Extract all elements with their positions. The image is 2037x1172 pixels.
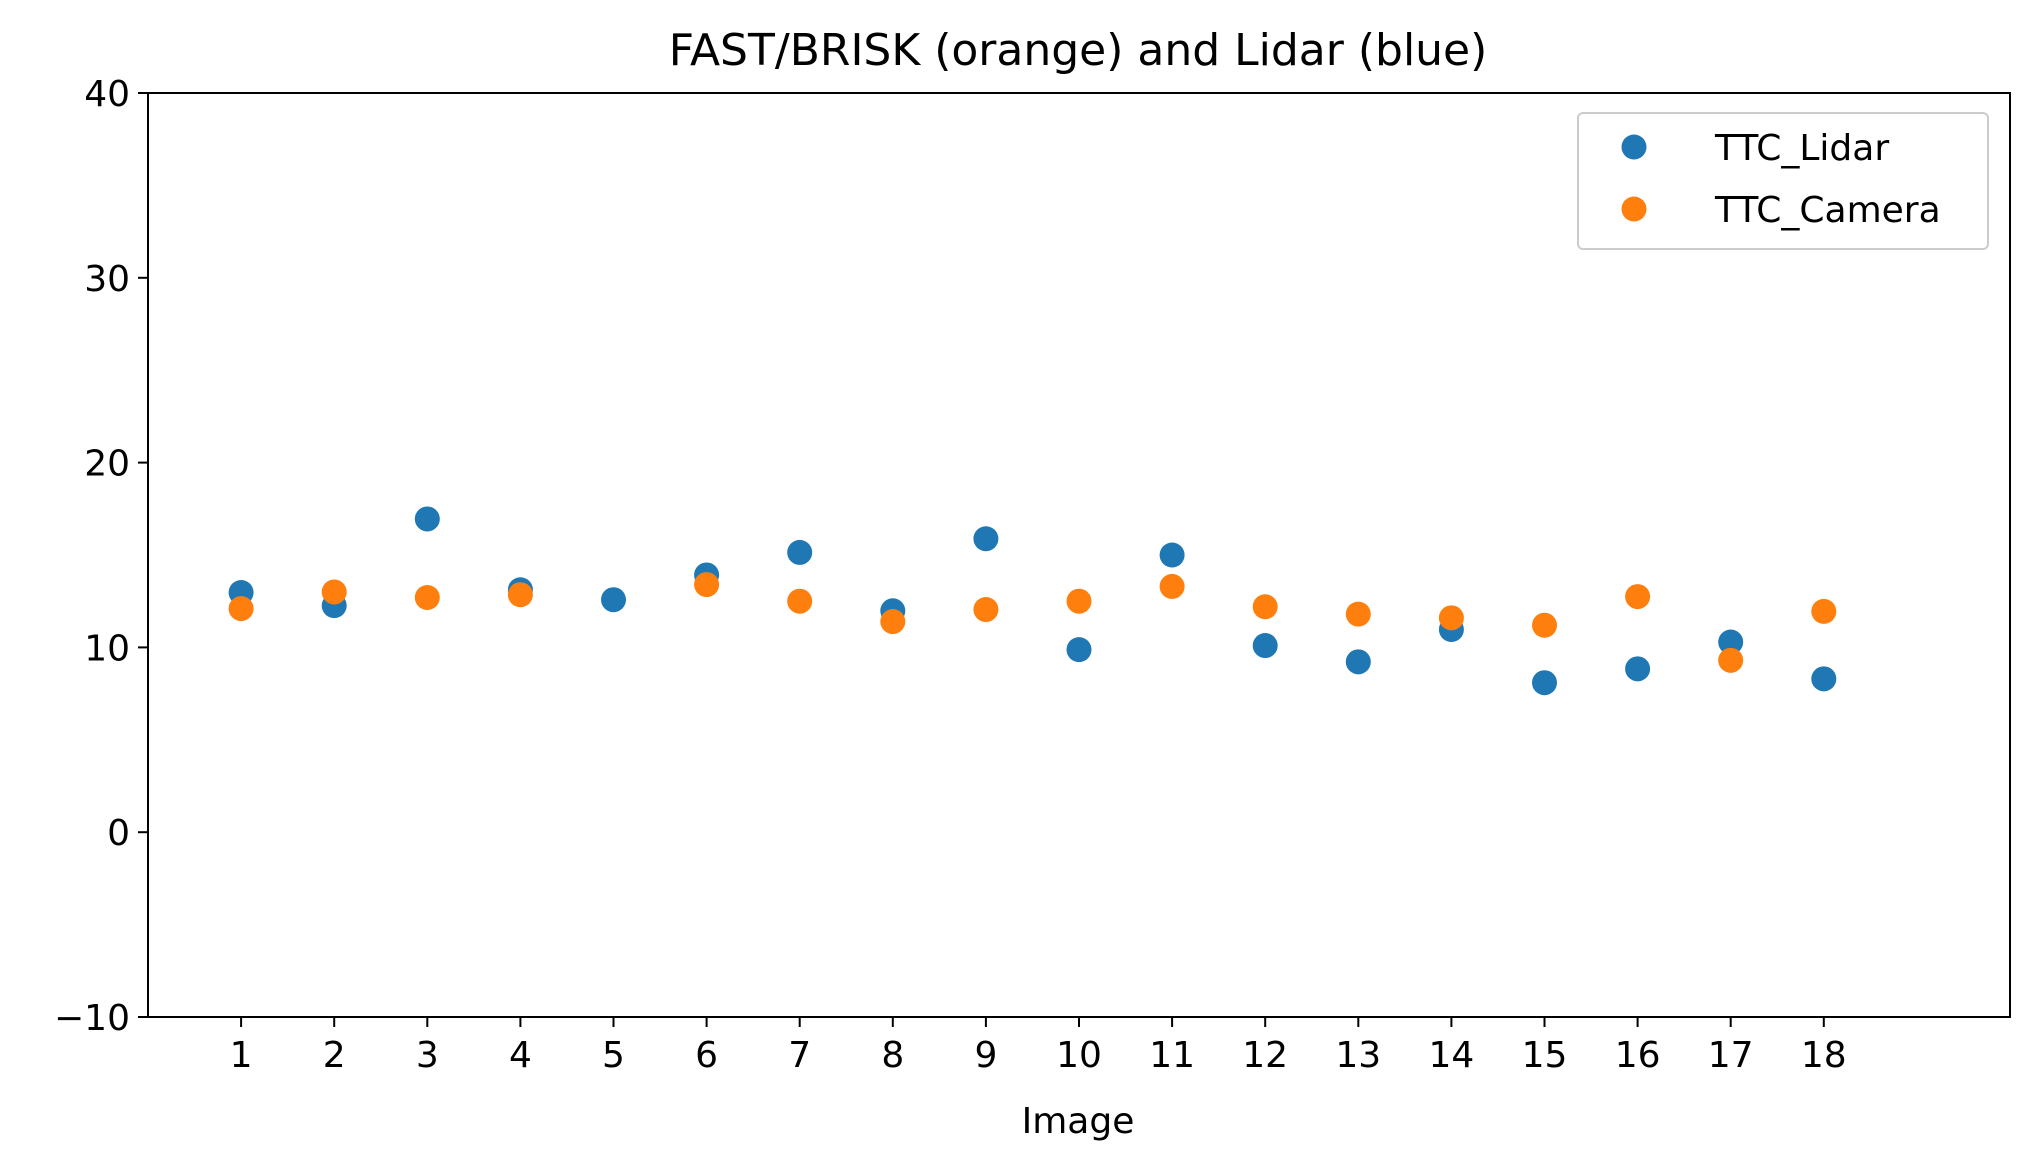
data-point [1811,598,1837,624]
data-point [973,526,999,552]
x-tick-label: 6 [695,1035,718,1076]
data-point [787,588,813,614]
data-point [414,506,440,532]
y-tick-label: −10 [54,998,130,1039]
legend-label: TTC_Camera [1714,190,1941,231]
chart-title: FAST/BRISK (orange) and Lidar (blue) [669,25,1488,76]
x-tick-label: 9 [974,1035,997,1076]
data-point [1532,612,1557,638]
data-point [1345,649,1371,675]
data-points [228,506,1837,696]
x-tick-label: 8 [881,1035,904,1076]
data-point [1532,670,1557,696]
data-point [1066,637,1092,663]
legend-label: TTC_Lidar [1714,128,1889,169]
y-tick-label: 30 [84,259,130,300]
x-tick-label: 7 [788,1035,811,1076]
data-point [1252,633,1278,659]
data-point [1066,588,1092,614]
x-tick-label: 18 [1801,1035,1847,1076]
legend-marker [1621,134,1647,160]
legend: TTC_Lidar TTC_Camera [1577,112,1989,250]
data-point [1625,584,1651,610]
x-axis-label: Image [1022,1101,1135,1142]
y-axis-ticks: −10 0 10 20 30 40 [54,74,148,1039]
series-ttc-camera [228,572,1837,673]
legend-marker [1621,196,1647,222]
data-point [1438,605,1464,631]
x-tick-label: 11 [1149,1035,1195,1076]
x-tick-label: 16 [1615,1035,1661,1076]
x-tick-label: 15 [1522,1035,1568,1076]
data-point [1718,629,1744,655]
data-point [1345,601,1371,627]
x-tick-label: 1 [230,1035,253,1076]
data-point [787,539,813,565]
data-point [414,585,440,611]
x-tick-label: 5 [602,1035,625,1076]
data-point [880,609,906,635]
x-axis-ticks: 1 2 3 4 5 6 7 8 9 10 11 12 13 14 15 16 17 18 [230,1017,1847,1076]
data-point [321,579,347,605]
y-tick-label: 20 [84,444,130,485]
x-tick-label: 17 [1708,1035,1754,1076]
x-tick-label: 12 [1242,1035,1288,1076]
data-point [1159,573,1185,599]
data-point [1159,542,1185,568]
x-tick-label: 2 [323,1035,346,1076]
plot-area-frame [147,92,2011,1018]
x-tick-label: 4 [509,1035,532,1076]
x-tick-label: 10 [1056,1035,1102,1076]
x-tick-label: 14 [1428,1035,1474,1076]
data-point [507,582,533,608]
y-tick-label: 40 [84,74,130,115]
data-point [1811,666,1837,692]
data-point [973,597,999,623]
data-point [601,587,626,613]
y-tick-label: 0 [107,813,130,854]
data-point [1718,647,1744,673]
legend-box [1577,112,1989,250]
data-point [228,596,254,622]
x-tick-label: 13 [1335,1035,1381,1076]
data-point [694,572,720,598]
data-point [1252,594,1278,620]
y-tick-label: 10 [84,628,130,669]
data-point [1625,656,1651,682]
x-tick-label: 3 [416,1035,439,1076]
